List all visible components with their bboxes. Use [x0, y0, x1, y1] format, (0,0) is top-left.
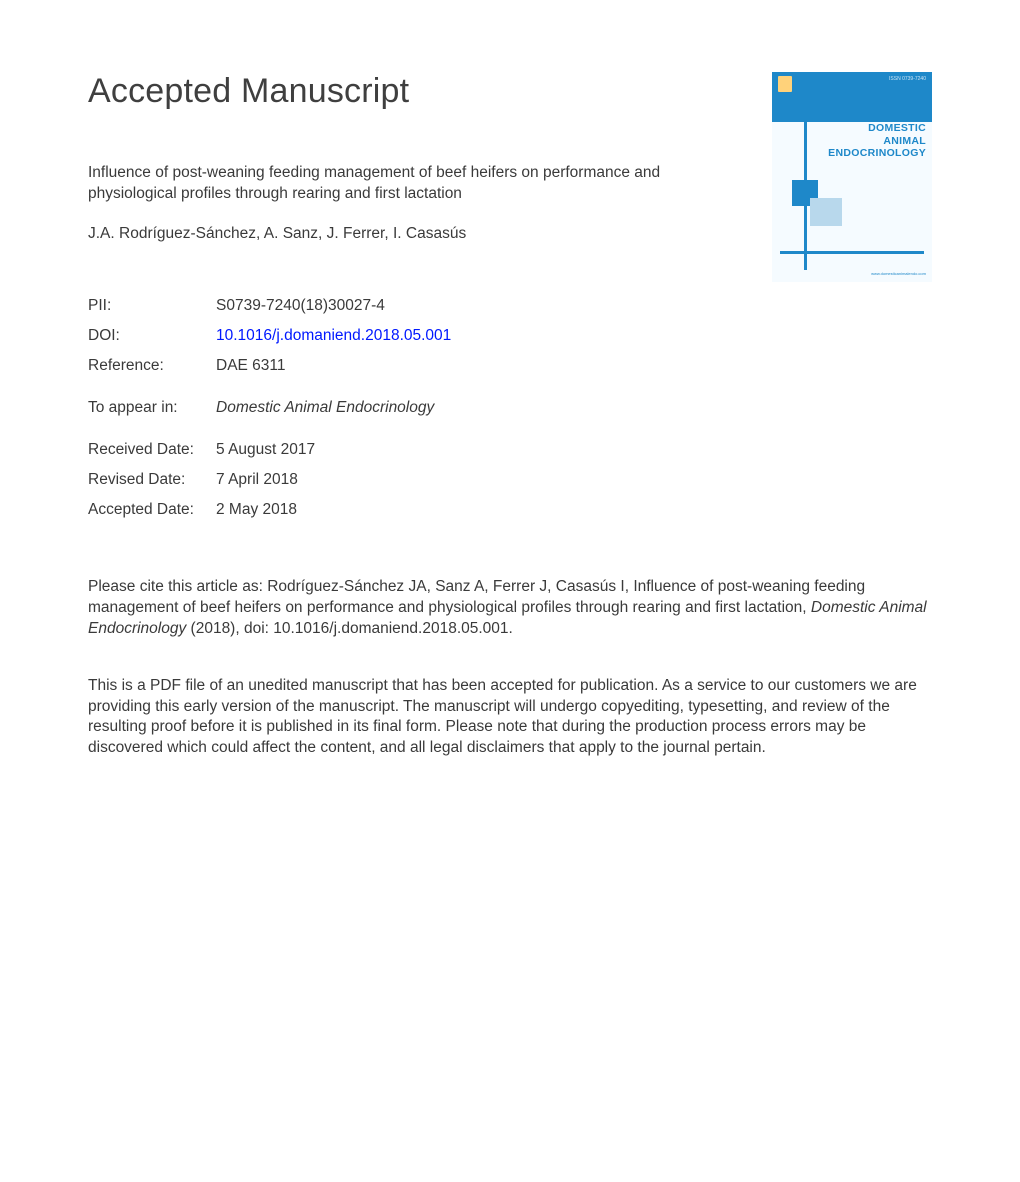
meta-value-received: 5 August 2017: [216, 423, 451, 465]
cover-footer-url: www.domesticanimalendo.com: [871, 271, 926, 276]
meta-value-reference: DAE 6311: [216, 351, 451, 381]
meta-label-received: Received Date:: [88, 423, 216, 465]
meta-row-pii: PII: S0739-7240(18)30027-4: [88, 291, 451, 321]
doi-link[interactable]: 10.1016/j.domaniend.2018.05.001: [216, 327, 451, 344]
cover-horizontal-line: [780, 251, 924, 254]
meta-row-doi: DOI: 10.1016/j.domaniend.2018.05.001: [88, 321, 451, 351]
citation-suffix: (2018), doi: 10.1016/j.domaniend.2018.05…: [186, 620, 513, 637]
meta-row-revised: Revised Date: 7 April 2018: [88, 465, 451, 495]
meta-value-toappear: Domestic Animal Endocrinology: [216, 381, 451, 423]
disclaimer-paragraph: This is a PDF file of an unedited manusc…: [88, 676, 932, 760]
cover-journal-title: DOMESTIC ANIMAL ENDOCRINOLOGY: [828, 122, 926, 160]
meta-row-reference: Reference: DAE 6311: [88, 351, 451, 381]
cover-title-line1: DOMESTIC: [868, 122, 926, 134]
meta-label-accepted: Accepted Date:: [88, 495, 216, 525]
meta-row-accepted: Accepted Date: 2 May 2018: [88, 495, 451, 525]
citation-prefix: Please cite this article as: Rodríguez-S…: [88, 578, 865, 616]
cover-accent-box-2: [810, 198, 842, 226]
article-title: Influence of post-weaning feeding manage…: [88, 163, 728, 205]
meta-row-toappear: To appear in: Domestic Animal Endocrinol…: [88, 381, 451, 423]
cover-title-line3: ENDOCRINOLOGY: [828, 147, 926, 159]
meta-row-received: Received Date: 5 August 2017: [88, 423, 451, 465]
cover-publisher-logo: [778, 76, 792, 92]
meta-label-doi: DOI:: [88, 321, 216, 351]
citation-paragraph: Please cite this article as: Rodríguez-S…: [88, 577, 932, 640]
meta-label-pii: PII:: [88, 291, 216, 321]
meta-value-pii: S0739-7240(18)30027-4: [216, 291, 451, 321]
metadata-table: PII: S0739-7240(18)30027-4 DOI: 10.1016/…: [88, 291, 451, 525]
meta-value-revised: 7 April 2018: [216, 465, 451, 495]
meta-label-reference: Reference:: [88, 351, 216, 381]
meta-label-toappear: To appear in:: [88, 381, 216, 423]
meta-label-revised: Revised Date:: [88, 465, 216, 495]
journal-cover-thumbnail: ISSN 0739-7240 DOMESTIC ANIMAL ENDOCRINO…: [772, 72, 932, 282]
cover-issn: ISSN 0739-7240: [889, 76, 926, 82]
meta-value-accepted: 2 May 2018: [216, 495, 451, 525]
cover-title-line2: ANIMAL: [883, 135, 926, 147]
